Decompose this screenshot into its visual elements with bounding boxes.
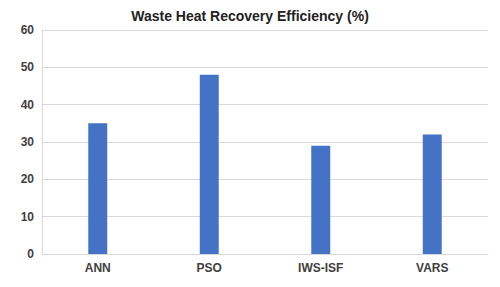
svg-text:10: 10 <box>21 210 35 224</box>
svg-text:VARS: VARS <box>416 261 448 275</box>
svg-text:40: 40 <box>21 98 35 112</box>
svg-text:ANN: ANN <box>85 261 111 275</box>
svg-text:0: 0 <box>27 247 34 261</box>
svg-text:20: 20 <box>21 172 35 186</box>
svg-text:50: 50 <box>21 60 35 74</box>
svg-text:IWS-ISF: IWS-ISF <box>298 261 343 275</box>
svg-text:Waste Heat Recovery Efficiency: Waste Heat Recovery Efficiency (%) <box>131 8 369 24</box>
svg-text:PSO: PSO <box>197 261 222 275</box>
svg-text:60: 60 <box>21 23 35 37</box>
svg-text:30: 30 <box>21 135 35 149</box>
